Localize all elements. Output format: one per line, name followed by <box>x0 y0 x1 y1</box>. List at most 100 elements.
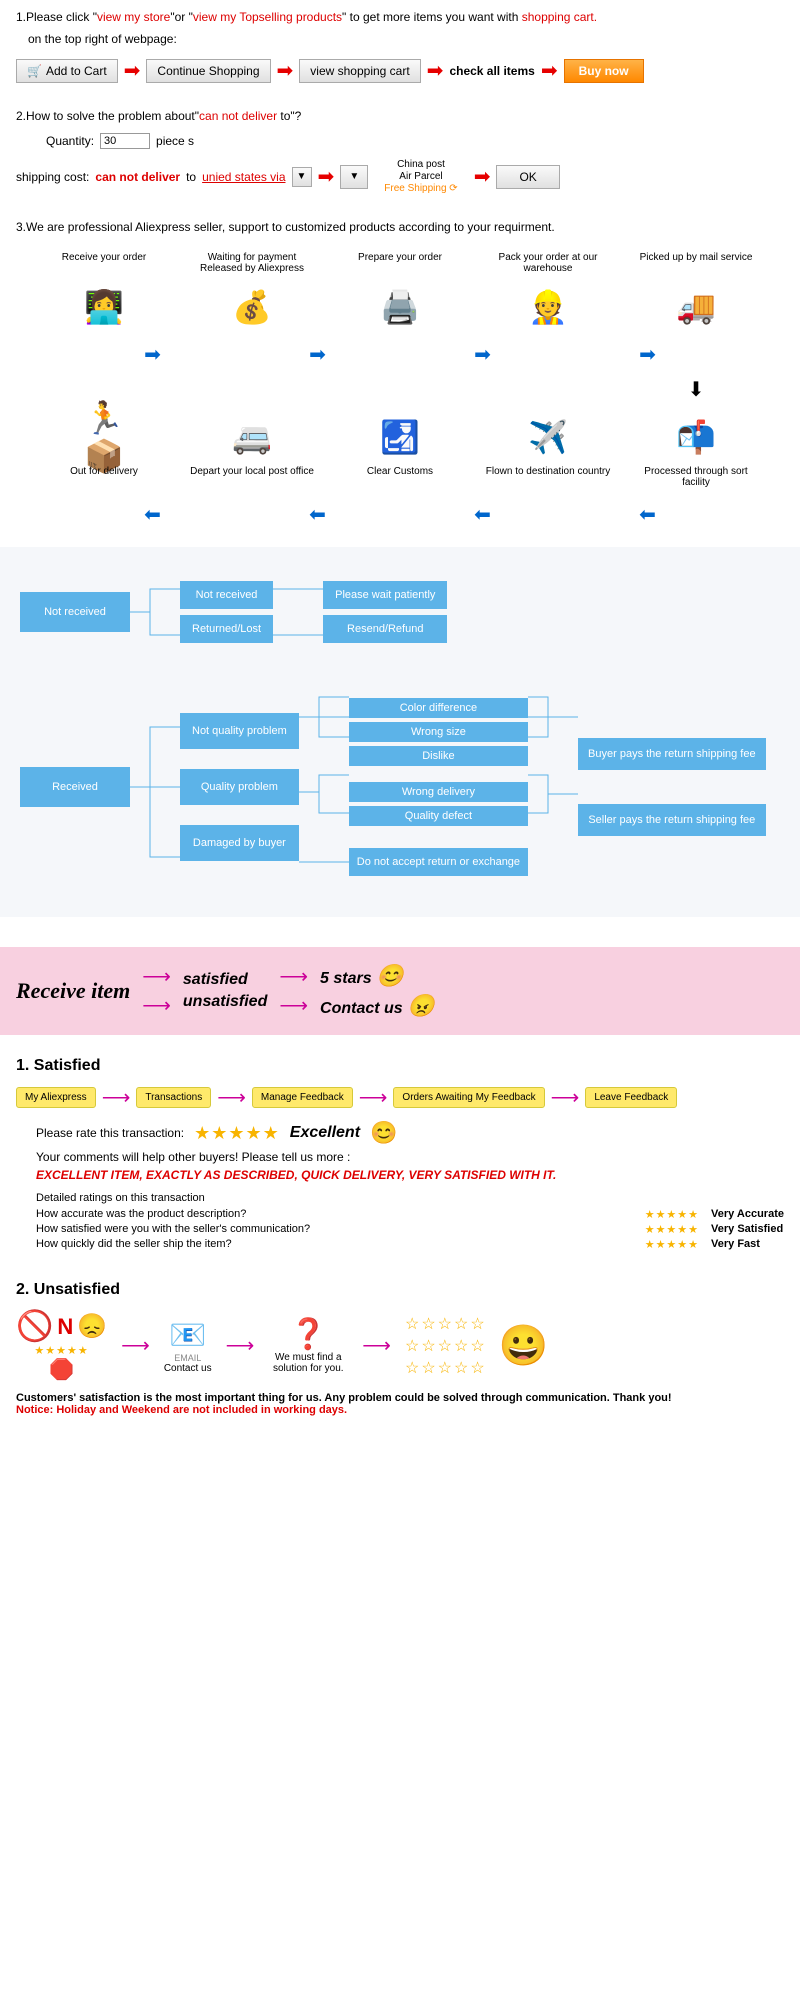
step-button[interactable]: Orders Awaiting My Feedback <box>393 1087 544 1108</box>
unsatisfied-flow: 🚫 N 😞 ★★★★★ 🛑 ⟶ 📧 EMAIL Contact us ⟶ ❓ W… <box>16 1309 784 1382</box>
section-unsatisfied: 2. Unsatisfied 🚫 N 😞 ★★★★★ 🛑 ⟶ 📧 EMAIL C… <box>0 1259 800 1424</box>
arrow-icon: ⟶ <box>362 1333 391 1358</box>
tree-node: Wrong delivery <box>349 782 528 802</box>
tree-col: Please wait patiently Resend/Refund <box>323 581 447 643</box>
pieces-label: piece s <box>156 134 194 148</box>
a-label: Very Accurate <box>711 1208 784 1221</box>
no-step: 🚫 N 😞 ★★★★★ 🛑 <box>16 1309 107 1382</box>
email-label: EMAIL <box>164 1353 212 1363</box>
quantity-input[interactable] <box>100 133 150 149</box>
arrow-icon: ➡ <box>277 58 294 83</box>
stars-icon: ★★★★★ <box>645 1208 699 1221</box>
star-icon: ☆ <box>470 1358 484 1378</box>
step-button[interactable]: Manage Feedback <box>252 1087 353 1108</box>
tree-node: Buyer pays the return shipping fee <box>578 738 766 770</box>
payment-icon: 💰 <box>222 282 282 332</box>
receive-title: Receive item <box>16 978 130 1004</box>
star-icon: ☆ <box>421 1358 435 1378</box>
label: Clear Customs <box>336 466 464 492</box>
dropdown-icon[interactable]: ▼ <box>340 165 368 189</box>
shipping-row: shipping cost:can not deliver to unied s… <box>16 159 784 194</box>
link-topselling[interactable]: view my Topselling products <box>193 10 342 24</box>
arrow-col: ⟶ ⟶ <box>279 964 308 1018</box>
star-icon: ☆ <box>405 1314 419 1334</box>
tree-node: Returned/Lost <box>180 615 273 643</box>
proc-step: Receive your order👩‍💻 <box>40 252 168 332</box>
arrow-icon: ➡ <box>309 342 326 367</box>
label: Out for delivery <box>40 466 168 492</box>
plane-icon: ✈️ <box>518 412 578 462</box>
continue-shopping-button[interactable]: Continue Shopping <box>146 59 270 83</box>
smile-icon: 😊 <box>376 963 403 988</box>
label: Pack your order at our warehouse <box>484 252 612 278</box>
label: Depart your local post office <box>188 466 316 492</box>
tree-node: Quality defect <box>349 806 528 826</box>
tree-node: Not quality problem <box>180 713 299 749</box>
cannot-deliver-text: can not deliver <box>95 170 180 184</box>
link-view-store[interactable]: view my store <box>97 10 170 24</box>
section-q3: 3.We are professional Aliexpress seller,… <box>0 212 800 242</box>
big-smile-icon: 😀 <box>499 1322 549 1369</box>
tree-node: Quality problem <box>180 769 299 805</box>
smile-icon: 😊 <box>370 1120 397 1146</box>
stars-icon: ★★★★★ <box>645 1238 699 1251</box>
tree-col: Not quality problem Quality problem Dama… <box>180 713 299 861</box>
email-step: 📧 EMAIL Contact us <box>164 1318 212 1374</box>
dropdown-icon[interactable]: ▼ <box>292 167 312 187</box>
label: Prepare your order <box>336 252 464 278</box>
step-button[interactable]: My Aliexpress <box>16 1087 96 1108</box>
view-cart-button[interactable]: view shopping cart <box>299 59 420 83</box>
buy-now-button[interactable]: Buy now <box>564 59 644 83</box>
tree-node: Seller pays the return shipping fee <box>578 804 766 836</box>
result-col: 5 stars 😊 Contact us 😠 <box>320 963 435 1019</box>
free-shipping-label: Free Shipping ⟳ <box>384 183 457 194</box>
ok-button[interactable]: OK <box>496 165 559 189</box>
van-icon: 🚐 <box>222 412 282 462</box>
step-button[interactable]: Transactions <box>136 1087 211 1108</box>
section-satisfied: 1. Satisfied My Aliexpress ⟶ Transaction… <box>0 1035 800 1259</box>
label: Add to Cart <box>46 64 107 78</box>
tree-node: Not received <box>180 581 273 609</box>
link-shopping-cart[interactable]: shopping cart. <box>522 10 597 24</box>
printer-icon: 🖨️ <box>370 282 430 332</box>
connector <box>528 687 578 887</box>
connector <box>299 687 349 887</box>
down-arrow: ⬇ <box>632 377 760 402</box>
star-icon: ☆ <box>405 1358 419 1378</box>
section-q2: 2.How to solve the problem about"can not… <box>0 101 800 212</box>
step-button[interactable]: Leave Feedback <box>585 1087 677 1108</box>
proc-step: Waiting for payment Released by Aliexpre… <box>188 252 316 332</box>
sort-icon: 📬 <box>666 412 726 462</box>
label: Picked up by mail service <box>632 252 760 278</box>
q-label: How quickly did the seller ship the item… <box>36 1238 633 1251</box>
n-label: N <box>57 1314 73 1340</box>
qty-row: Quantity: piece s <box>16 133 784 149</box>
proc-step: 🚐 Depart your local post office <box>188 412 316 492</box>
star-grid: ☆☆☆☆☆ ☆☆☆☆☆ ☆☆☆☆☆ <box>405 1314 485 1378</box>
tree-node: Please wait patiently <box>323 581 447 609</box>
stars-icon: ★★★★★ <box>194 1123 280 1144</box>
a-label: Very Fast <box>711 1238 784 1251</box>
arrow-icon: ⟶ <box>279 964 308 989</box>
arrow-icon: ⬅ <box>309 502 326 527</box>
label: Receive your order <box>40 252 168 278</box>
angry-icon: 😠 <box>407 993 434 1018</box>
arrow-icon: ⬅ <box>639 502 656 527</box>
excellent-label: Excellent <box>290 1124 360 1142</box>
via-link[interactable]: unied states via <box>202 170 285 184</box>
arrow-icon: ⟶ <box>121 1333 150 1358</box>
process-flow: Receive your order👩‍💻 Waiting for paymen… <box>0 242 800 547</box>
proc-step: Prepare your order 🖨️ <box>336 252 464 332</box>
arrow-col: ⟶ ⟶ <box>142 964 171 1018</box>
q2-title: 2.How to solve the problem about"can not… <box>16 109 784 123</box>
satisfied-label: satisfied <box>183 971 267 989</box>
qty-label: Quantity: <box>46 134 94 148</box>
arrow-icon: ⟶ <box>142 964 171 989</box>
intro-line1: 1.Please click "view my store"or "view m… <box>16 8 784 26</box>
add-to-cart-button[interactable]: 🛒Add to Cart <box>16 59 118 83</box>
arrow-icon: ➡ <box>318 164 335 189</box>
solution-step: ❓ We must find a solution for you. <box>268 1317 348 1374</box>
tree-node: Wrong size <box>349 722 528 742</box>
arrow-icon: ⬅ <box>474 502 491 527</box>
footer-notice: Notice: Holiday and Weekend are not incl… <box>16 1404 784 1416</box>
